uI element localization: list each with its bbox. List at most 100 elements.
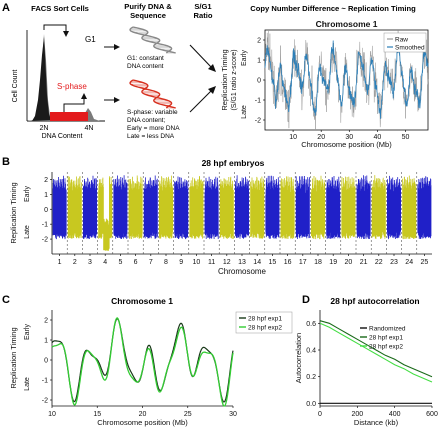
chart-b-chromosome-trace xyxy=(52,175,67,240)
chart-b-chromosome-trace xyxy=(98,176,113,251)
chart-d-autocorrelation: 0 200 400 600 0.0 0.2 0.4 0.6 Distance (kb) Autoc… xyxy=(294,310,438,427)
chart-b-xtick-label: 6 xyxy=(134,259,138,266)
chart-c-ylabel: Replication Timing xyxy=(9,327,18,388)
chart-d-ytick-label: 0.6 xyxy=(306,321,316,328)
chart-b-chromosome-trace xyxy=(235,175,249,239)
chart-b-ytick-label: 0 xyxy=(44,207,48,214)
chart-b-chromosome-trace xyxy=(387,175,401,240)
s-text-2: DNA content; xyxy=(127,117,165,124)
chart-a-legend-box xyxy=(383,32,427,53)
chart-b-xlabel: Chromosome xyxy=(218,267,267,276)
chart-c-xtick-label: 15 xyxy=(93,411,101,418)
chart-b-chromosome-trace xyxy=(311,175,325,240)
arrow-s-dna-head xyxy=(114,97,120,103)
chart-c-ytick-label: 1 xyxy=(44,338,48,345)
chart-a-ytick-label: 2 xyxy=(257,38,261,45)
panel-d-title: 28 hpf autocorrelation xyxy=(330,296,419,306)
chart-b-xtick-label: 19 xyxy=(329,259,337,266)
hist-tick-2n: 2N xyxy=(40,125,49,132)
s-text-4: Late = less DNA xyxy=(127,133,175,140)
chart-a-xtick-label: 50 xyxy=(402,134,410,141)
header-facs: FACS Sort Cells xyxy=(31,4,89,13)
chart-b-xtick-label: 11 xyxy=(208,259,215,266)
chart-d-legend-label: 28 hpf exp1 xyxy=(369,335,403,342)
chart-b-xtick-label: 12 xyxy=(223,259,231,266)
chart-a-xtick-label: 30 xyxy=(345,134,353,141)
s-arrowhead xyxy=(81,93,87,99)
chart-b-xtick-label: 3 xyxy=(88,259,92,266)
chart-b-chromosome-trace xyxy=(83,175,97,239)
chart-b-chromosome-trace xyxy=(113,175,128,239)
chart-b-xtick-label: 24 xyxy=(405,259,413,266)
chart-c-ytick-label: -1 xyxy=(42,378,48,385)
chart-b-xtick-label: 20 xyxy=(345,259,353,266)
chart-b-xtick-label: 10 xyxy=(193,259,201,266)
hist-g1-core xyxy=(32,37,51,121)
arrow-ratio-bottom-head xyxy=(208,86,216,94)
chart-c-xtick-label: 25 xyxy=(184,411,192,418)
s-text-1: S-phase: variable xyxy=(127,109,178,116)
chart-c-legend-label: 28 hpf exp1 xyxy=(248,316,282,323)
hist-s-label: S-phase xyxy=(57,82,87,91)
chart-b-ylabel: Replication Timing xyxy=(9,182,18,243)
chart-a-late-label: Late xyxy=(241,105,248,119)
chart-a-title: Chromosome 1 xyxy=(316,19,378,29)
arrow-g1-dna-head xyxy=(114,44,120,50)
chart-a-series-smoothed xyxy=(264,40,429,119)
chart-d-ytick-label: 0.2 xyxy=(306,374,316,381)
panel-c-title: Chromosome 1 xyxy=(111,296,173,306)
panel-letter-c: C xyxy=(2,294,10,306)
g1-bracket xyxy=(43,24,67,33)
header-ratio: Ratio xyxy=(194,11,213,20)
chart-a-early-label: Early xyxy=(241,50,248,66)
header-purify: Purify DNA & xyxy=(124,2,172,11)
chart-c-legend-box xyxy=(235,311,293,334)
chart-c-early-label: Early xyxy=(24,324,31,340)
chart-b-chromosome-trace xyxy=(67,176,82,239)
chart-a-legend-smoothed: Smoothed xyxy=(395,45,425,52)
chart-b-chromosome-trace xyxy=(204,176,219,240)
chart-d-series-2 xyxy=(319,320,433,378)
chart-b-xtick-label: 15 xyxy=(269,259,277,266)
chart-b-xtick-label: 13 xyxy=(238,259,246,266)
chart-a-xtick-label: 10 xyxy=(289,134,297,141)
chart-a-ytick-label: 0 xyxy=(257,78,261,85)
chart-b-xtick-label: 23 xyxy=(390,259,398,266)
s-text-3: Early = more DNA xyxy=(127,125,180,132)
hist-ylabel: Cell Count xyxy=(12,70,19,103)
chart-b-xtick-label: 22 xyxy=(375,259,383,266)
chart-b-ytick-label: 1 xyxy=(44,192,48,199)
chart-b-xtick-label: 7 xyxy=(149,259,153,266)
panel-letter-a: A xyxy=(2,2,10,14)
chart-b-xtick-label: 9 xyxy=(179,259,183,266)
header-copy-number: Copy Number Difference ~ Replication Tim… xyxy=(250,4,416,13)
chart-b-xtick-label: 21 xyxy=(360,259,368,266)
chart-c-ytick-label: -2 xyxy=(42,398,48,405)
chart-b-ytick-label: -1 xyxy=(42,222,48,229)
chart-a-chromosome1: Chromosome 1 10 20 30 40 50 -2 -1 0 1 2 Chromosome … xyxy=(220,19,429,149)
chart-d-ytick-label: 0.0 xyxy=(306,401,316,408)
hist-g1-label: G1 xyxy=(85,35,96,44)
chart-c-ytick-label: 0 xyxy=(44,358,48,365)
chart-b-genome: 1 2 3 4 5 6 7 8 9 10 11 12 13 14 15 16 17 18 19 20 21 22 23 24 2… xyxy=(9,172,432,276)
chart-d-xtick-label: 200 xyxy=(351,411,363,418)
chart-d-legend-label: 28 hpf exp2 xyxy=(369,344,403,351)
chart-b-chromosome-trace xyxy=(341,176,356,239)
chart-b-chromosome-trace xyxy=(174,176,189,240)
chart-c-xtick-label: 30 xyxy=(229,411,237,418)
header-sg1: S/G1 xyxy=(194,2,212,11)
g1-arrowhead xyxy=(63,31,69,37)
chart-d-xtick-label: 400 xyxy=(389,411,401,418)
chart-c-late-label: Late xyxy=(24,377,31,391)
chart-c-xtick-label: 10 xyxy=(48,411,56,418)
chart-b-chromosome-trace xyxy=(356,175,371,239)
chart-c-xtick-label: 20 xyxy=(139,411,147,418)
arrow-ratio-top xyxy=(189,44,213,69)
chart-b-xtick-label: 5 xyxy=(118,259,122,266)
chart-b-chromosome-trace xyxy=(280,176,295,239)
chart-b-chromosome-trace xyxy=(250,176,265,239)
header-sequence: Sequence xyxy=(130,11,166,20)
chart-c-chromosome1: 10 15 20 25 30 -2 -1 0 1 2 Chromosome position (Mb… xyxy=(9,310,293,427)
chart-a-legend-raw: Raw xyxy=(395,37,408,44)
